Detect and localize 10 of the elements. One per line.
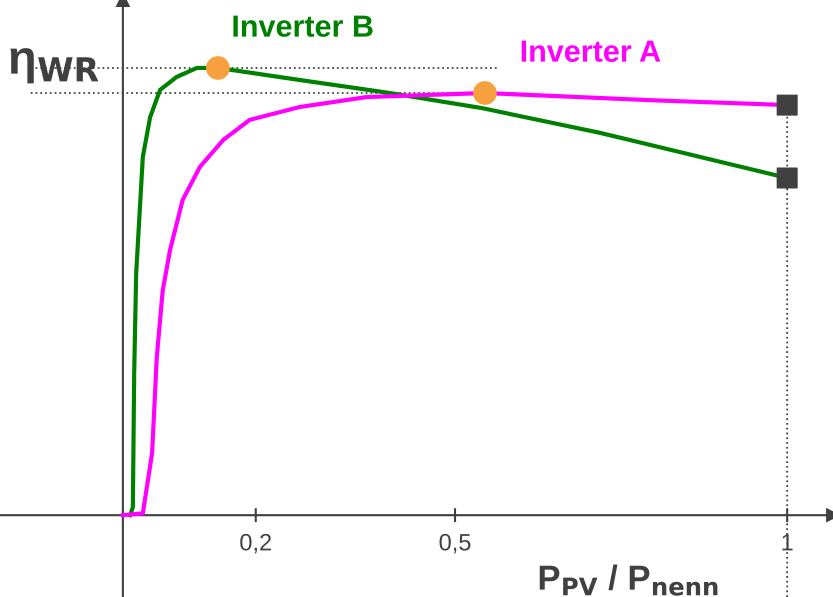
series-label: Inverter A [522, 40, 660, 62]
point [776, 167, 798, 188]
point [206, 56, 230, 80]
point [473, 81, 497, 105]
y-axis-title: η$_{WR}$ [10, 48, 98, 84]
series-label: Inverter B [233, 16, 373, 37]
x-tick-label: 0,5 [440, 534, 470, 554]
x-tick-label: 0,2 [240, 534, 271, 554]
x-axis-title: P$_{PV}$ / P$_{nenn}$ [540, 564, 718, 596]
point [776, 94, 798, 116]
